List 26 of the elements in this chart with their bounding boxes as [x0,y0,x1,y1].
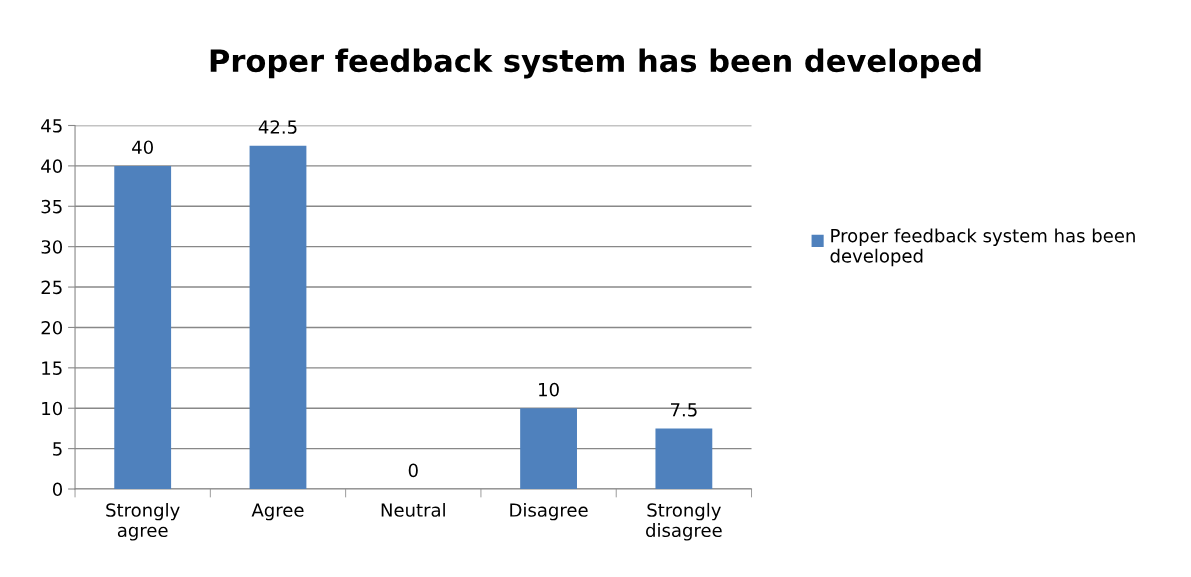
x-tick-label: Strongly disagree [646,502,722,541]
data-label: 40 [132,140,153,155]
bar [655,428,713,490]
bar [249,145,307,490]
data-label: 42.5 [258,120,297,134]
data-label: 7.5 [671,403,697,417]
x-tick-label: Agree [251,503,304,521]
bar [114,165,172,490]
y-tick-label: 10 [42,401,63,416]
y-tick-label: 30 [41,240,63,254]
y-tick-label: 45 [41,119,62,133]
y-tick-label: 35 [41,199,62,214]
data-label: 0 [408,463,418,478]
y-tick-label: 20 [41,320,63,335]
bar [520,408,577,490]
data-label: 10 [539,382,559,397]
y-tick-label: 25 [41,280,62,295]
legend-label: Proper feedback system has been developed [830,228,1135,267]
chart-title: Proper feedback system has been developed [210,48,981,79]
y-tick-label: 5 [53,442,62,456]
x-tick-label: Neutral [381,502,445,517]
y-tick-label: 15 [42,361,62,375]
y-tick-label: 0 [52,482,63,497]
y-tick-label: 40 [41,159,63,173]
x-tick-label: Strongly agree [106,502,180,541]
x-tick-label: Disagree [510,502,588,521]
